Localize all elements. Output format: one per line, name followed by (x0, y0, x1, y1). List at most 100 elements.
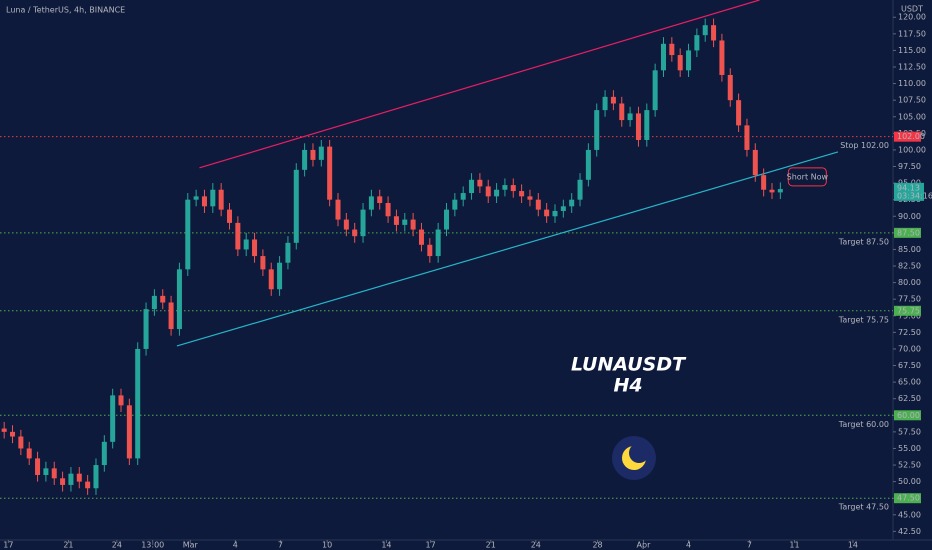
candle-body (293, 169, 299, 243)
candle-body (268, 269, 274, 290)
y-tick-label: 70.00 (898, 344, 921, 353)
x-tick-label: 10 (322, 541, 332, 550)
candle-body (569, 199, 575, 207)
candle-body (736, 100, 742, 126)
candle-body (577, 179, 583, 200)
candle-body (160, 295, 166, 303)
level-badge (894, 493, 921, 504)
y-tick-label: 82.50 (898, 262, 921, 271)
candle-body (619, 103, 625, 121)
trendline (199, 0, 760, 169)
candle-body (143, 309, 149, 349)
x-tick-label: 7 (747, 541, 752, 550)
candle-body (235, 222, 241, 250)
level-badge-label: 47.50 (897, 494, 920, 503)
candle-body (585, 149, 591, 180)
candle-body (669, 43, 675, 56)
x-tick-label: 4 (233, 541, 238, 550)
candle-body (260, 256, 266, 270)
x-tick-label: 7 (278, 541, 283, 550)
level-badge-label: 60.00 (897, 411, 920, 420)
x-tick-label: 17 (426, 541, 436, 550)
candle-body (60, 478, 66, 485)
candle-body (761, 175, 767, 190)
x-tick-label: 21 (486, 541, 496, 550)
last-price-badge (894, 182, 924, 201)
candle-body (126, 405, 132, 459)
candle-body (719, 40, 725, 75)
candle-body (627, 113, 633, 121)
candle-body (1, 428, 7, 432)
level-badge-label: 87.50 (897, 228, 920, 237)
y-tick-label: 100.00 (898, 145, 926, 154)
x-tick-label: 4 (686, 541, 691, 550)
candle-body (477, 179, 483, 187)
candle-body (352, 229, 358, 237)
y-tick-label: 65.00 (898, 378, 921, 387)
candle-body (26, 448, 32, 459)
candle-body (435, 229, 441, 257)
candle-body (494, 189, 500, 197)
candle-body (686, 50, 692, 71)
candle-body (560, 206, 566, 211)
candle-body (176, 269, 182, 330)
candle-body (18, 436, 24, 449)
candle-body (485, 186, 491, 197)
y-tick-label: 117.50 (898, 29, 926, 38)
candle-body (243, 239, 249, 250)
candle-body (702, 25, 708, 36)
timeframe-text: H4 (613, 375, 642, 397)
candle-body (502, 185, 508, 190)
candle-body (552, 210, 558, 217)
candle-body (76, 473, 82, 482)
candle-body (385, 202, 391, 217)
trendline (176, 151, 839, 347)
candle-body (660, 43, 666, 71)
level-label: Target 75.75 (838, 315, 889, 324)
candle-body (327, 146, 333, 200)
candle-body (201, 196, 207, 207)
candle-body (135, 348, 141, 459)
candle-body (410, 219, 416, 230)
y-tick-label: 50.00 (898, 477, 921, 486)
y-tick-label: 90.00 (898, 212, 921, 221)
candle-body (744, 125, 750, 150)
candle-body (110, 395, 116, 442)
candle-body (51, 468, 57, 479)
level-badge-label: 75.75 (897, 306, 920, 315)
candle-body (544, 209, 550, 217)
candle-body (402, 219, 408, 225)
level-label: Target 60.00 (838, 420, 889, 429)
level-badge-label: 102.00 (897, 132, 925, 141)
candle-body (318, 146, 324, 160)
candle-body (610, 96, 616, 104)
candle-body (460, 193, 466, 200)
candle-body (469, 179, 475, 194)
x-tick-label: Apr (637, 541, 652, 550)
candle-body (193, 196, 199, 200)
candle-body (101, 441, 107, 466)
candle-body (393, 216, 399, 225)
x-tick-label: 14 (848, 541, 858, 550)
y-tick-label: 112.50 (898, 63, 926, 72)
level-badge (894, 305, 921, 316)
candle-body (510, 185, 516, 192)
candle-body (10, 431, 16, 437)
candle-body (185, 199, 191, 270)
y-tick-label: 80.00 (898, 278, 921, 287)
candle-body (777, 189, 783, 193)
x-tick-label: Mar (183, 541, 199, 550)
candle-body (85, 481, 91, 489)
candle-body (368, 196, 374, 210)
y-tick-label: 105.00 (898, 112, 926, 121)
last-price-label: 94.13 (897, 183, 920, 192)
candle-body (418, 229, 424, 245)
plot-area (0, 0, 893, 499)
candle-body (752, 149, 758, 176)
level-label: Stop 102.00 (840, 141, 889, 150)
x-tick-label: 11 (789, 541, 799, 550)
candle-body (210, 189, 216, 207)
candle-body (35, 458, 41, 475)
y-tick-label: 110.00 (898, 79, 926, 88)
candle-body (727, 74, 733, 101)
